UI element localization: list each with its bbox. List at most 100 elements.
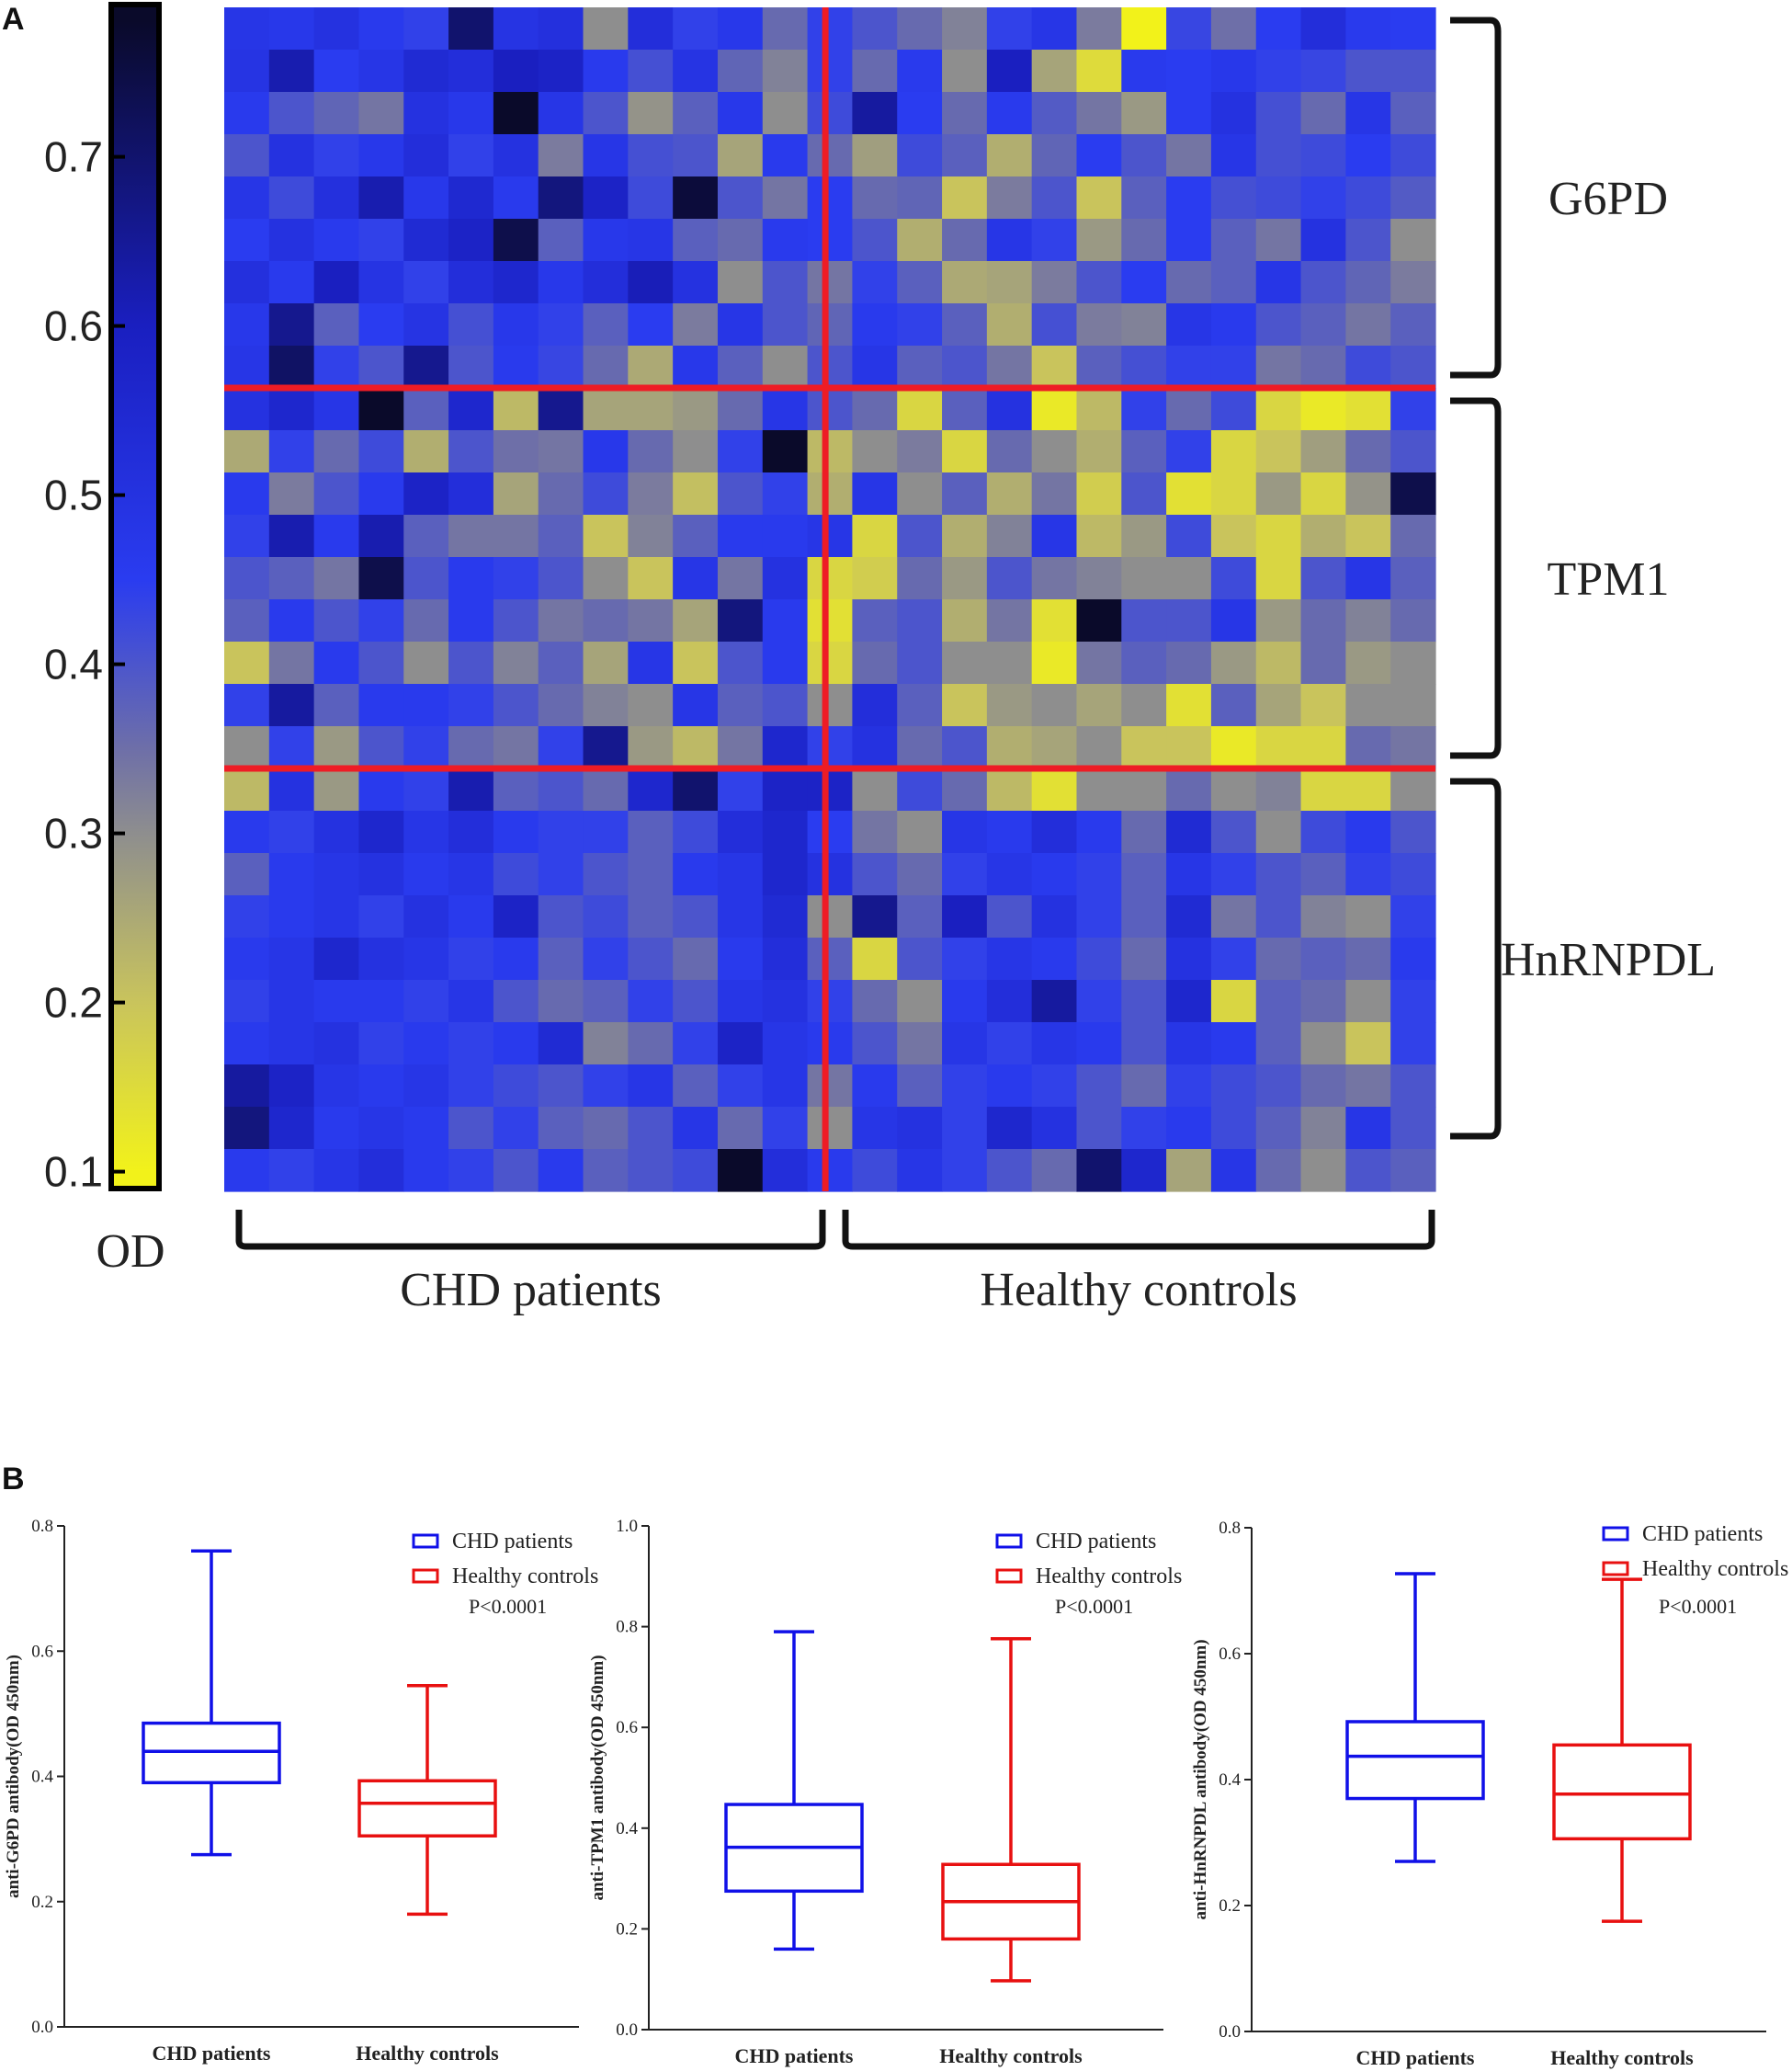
heatmap-cell <box>1121 430 1167 473</box>
heatmap-cell <box>1210 768 1257 812</box>
heatmap-cell <box>1300 642 1346 685</box>
heatmap-cell <box>1390 726 1436 769</box>
heatmap-cell <box>1300 430 1346 473</box>
heatmap-cell <box>897 472 943 516</box>
box-healthy <box>1552 1577 1692 1923</box>
heatmap-cell <box>762 219 809 262</box>
heatmap-cell <box>897 557 943 600</box>
heatmap-cell <box>897 50 943 93</box>
heatmap-cell <box>313 50 360 93</box>
heatmap-cell <box>268 599 315 643</box>
heatmap-cell <box>1166 642 1212 685</box>
heatmap-cell <box>313 642 360 685</box>
heatmap-cell <box>986 346 1033 389</box>
heatmap-cell <box>717 430 764 473</box>
heatmap-cell <box>493 938 539 981</box>
heatmap-cell <box>1210 134 1257 177</box>
heatmap-cell <box>313 303 360 347</box>
heatmap-cell <box>583 92 629 135</box>
heatmap-cell <box>268 388 315 431</box>
heatmap-cell <box>1076 938 1122 981</box>
heatmap-cell <box>628 50 674 93</box>
y-tick-label: 0.4 <box>616 1819 638 1838</box>
heatmap-cell <box>224 472 270 516</box>
heatmap-cell <box>717 303 764 347</box>
heatmap-cell <box>762 684 809 727</box>
heatmap-cell <box>358 134 404 177</box>
heatmap-cell <box>852 430 898 473</box>
heatmap-cell <box>1031 430 1078 473</box>
heatmap-cell <box>1300 219 1346 262</box>
heatmap-cell <box>1031 768 1078 812</box>
heatmap-cell <box>897 642 943 685</box>
heatmap-cell <box>1210 92 1257 135</box>
legend-label: CHD patients <box>1642 1522 1763 1546</box>
heatmap-cell <box>852 980 898 1023</box>
heatmap-cell <box>493 1107 539 1150</box>
heatmap-cell <box>942 303 988 347</box>
box-chd <box>1345 1572 1485 1863</box>
heatmap-cell <box>986 811 1033 854</box>
heatmap-cell <box>403 726 449 769</box>
heatmap-cell <box>448 599 494 643</box>
heatmap-cell <box>1121 768 1167 812</box>
heatmap-cell <box>224 895 270 939</box>
heatmap-cell <box>448 303 494 347</box>
heatmap-cell <box>762 726 809 769</box>
heatmap-cell <box>807 557 853 600</box>
heatmap-cell <box>673 346 719 389</box>
heatmap-cell <box>313 346 360 389</box>
heatmap-cell <box>1300 1107 1346 1150</box>
heatmap-cell <box>1300 515 1346 558</box>
heatmap-cell <box>628 768 674 812</box>
heatmap-cell <box>493 599 539 643</box>
heatmap-cell <box>897 726 943 769</box>
heatmap-cell <box>986 50 1033 93</box>
heatmap-cell <box>942 811 988 854</box>
heatmap-cell <box>1345 768 1391 812</box>
heatmap-cell <box>1255 7 1302 51</box>
heatmap-cell <box>224 1149 270 1192</box>
heatmap-cell <box>1345 346 1391 389</box>
heatmap-cell <box>493 853 539 896</box>
heatmap-cell <box>1166 472 1212 516</box>
heatmap-cell <box>448 1022 494 1065</box>
heatmap-cell <box>313 134 360 177</box>
heatmap-cell <box>493 557 539 600</box>
heatmap-cell <box>852 684 898 727</box>
y-tick-label: 0.8 <box>616 1618 638 1637</box>
heatmap-cell <box>717 895 764 939</box>
y-tick-label: 0.0 <box>616 2020 638 2040</box>
heatmap-cell <box>268 50 315 93</box>
heatmap-cell <box>268 684 315 727</box>
heatmap-cell <box>762 768 809 812</box>
heatmap-cell <box>1255 642 1302 685</box>
heatmap-cell <box>942 642 988 685</box>
heatmap-cell <box>628 219 674 262</box>
antigen-braces <box>1450 17 1502 1140</box>
heatmap-cell <box>403 1022 449 1065</box>
heatmap-cell <box>268 642 315 685</box>
heatmap-cell <box>628 261 674 304</box>
heatmap-cell <box>448 895 494 939</box>
heatmap-cell <box>1076 515 1122 558</box>
heatmap-cell <box>448 811 494 854</box>
heatmap-cell <box>762 134 809 177</box>
heatmap-cell <box>1076 134 1122 177</box>
heatmap-cell <box>942 134 988 177</box>
heatmap-cell <box>1166 895 1212 939</box>
heatmap-cell <box>358 684 404 727</box>
heatmap-cell <box>1121 1149 1167 1192</box>
heatmap-cell <box>673 303 719 347</box>
heatmap-cell <box>1121 219 1167 262</box>
heatmap-cell <box>852 219 898 262</box>
heatmap-cell <box>583 768 629 812</box>
antigen-labels: G6PD TPM1 HnRNPDL <box>1501 173 1716 986</box>
heatmap-cell <box>628 557 674 600</box>
heatmap-cell <box>448 980 494 1023</box>
heatmap-cell <box>1255 557 1302 600</box>
heatmap-cell <box>224 515 270 558</box>
iqr-box <box>1345 1720 1485 1801</box>
heatmap-cell <box>358 176 404 220</box>
heatmap-cell <box>1345 515 1391 558</box>
